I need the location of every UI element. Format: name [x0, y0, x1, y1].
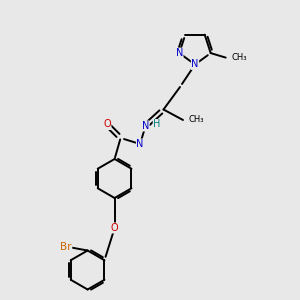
Text: N: N — [191, 59, 199, 70]
Text: CH₃: CH₃ — [188, 116, 204, 124]
Text: H: H — [153, 119, 161, 130]
Text: Br: Br — [60, 242, 72, 252]
Text: CH₃: CH₃ — [231, 53, 247, 62]
Text: O: O — [103, 119, 111, 130]
Text: N: N — [142, 121, 149, 131]
Text: O: O — [111, 223, 119, 233]
Text: N: N — [176, 48, 183, 58]
Text: N: N — [136, 139, 144, 149]
